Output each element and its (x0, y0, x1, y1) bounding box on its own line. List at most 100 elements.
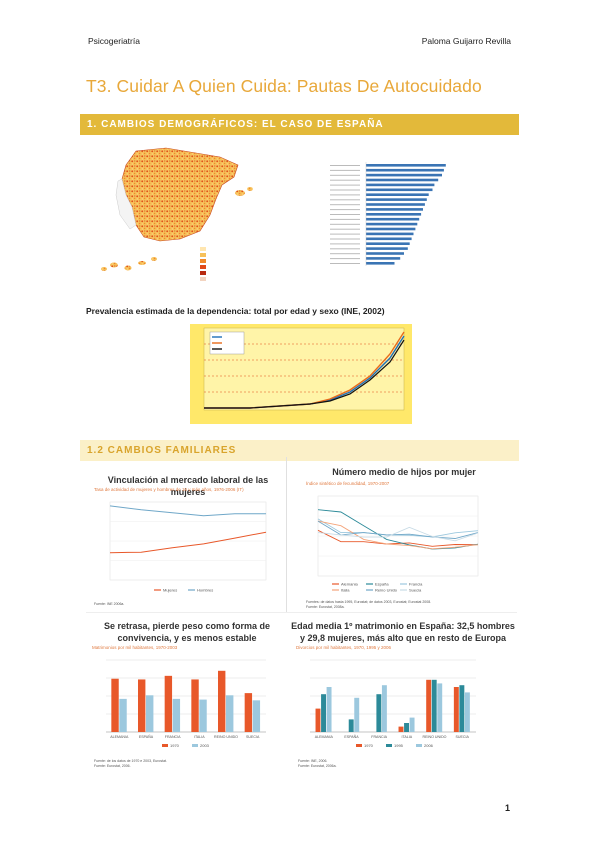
series-line (317, 509, 479, 550)
legend-swatch (386, 744, 392, 747)
chart-laboral-title: Vinculación al mercado laboral de las mu… (107, 475, 269, 497)
hbar-bar (366, 208, 423, 211)
legend-label: 2003 (200, 743, 210, 748)
legend-label: Reino Unido (375, 588, 398, 593)
legend-label: 2006 (424, 743, 434, 748)
tick-label: ESPAÑA (139, 734, 154, 739)
chart-convivencia-source-1: Fuente: de los datos de 1970 e 2003, Eur… (94, 759, 167, 763)
hbar-bar (366, 252, 404, 255)
hbar-bar (366, 183, 435, 187)
legend-label: Francia (409, 582, 423, 587)
series-line (317, 520, 479, 539)
bar (119, 698, 127, 732)
bar (111, 678, 119, 732)
hbar-label-placeholder (330, 228, 360, 230)
hbar-label-placeholder (330, 233, 360, 235)
hbar-bar (366, 193, 429, 196)
legend-label: Hombres (197, 588, 213, 593)
hbar-label-placeholder (330, 179, 360, 181)
hbar-bar (366, 257, 401, 260)
chart-laboral-source: Fuente: INE 2006a. (94, 602, 125, 606)
section-heading-familiares: 1.2 CAMBIOS FAMILIARES (80, 440, 519, 461)
hbar-label-placeholder (330, 258, 360, 260)
header-right: Paloma Guijarro Revilla (421, 36, 511, 46)
legend-swatch (356, 744, 362, 747)
hbar-bar (366, 232, 414, 236)
hbar-bar (366, 217, 420, 221)
bar (244, 693, 253, 732)
tick-label: ITALIA (401, 735, 412, 739)
hbar-label-placeholder (330, 253, 360, 255)
bar (437, 683, 443, 732)
tick-label: SUECIA (455, 735, 469, 739)
map-legend (200, 247, 206, 281)
hbar-bar (366, 242, 410, 245)
legend-label: 1995 (394, 743, 404, 748)
legend-label: España (375, 582, 389, 587)
bar (321, 694, 326, 732)
chart-matrimonio-source-2: Fuente: Eurostat, 2006a. (298, 764, 337, 768)
chart-hijos-subtitle: Índice sintético de fecundidad, 1970-200… (306, 481, 390, 486)
document-title: T3. Cuidar A Quien Cuida: Pautas De Auto… (86, 76, 482, 96)
hbar-label-placeholder (330, 238, 360, 240)
tick-label: ALEMANIA (110, 735, 129, 739)
bar (199, 699, 207, 732)
hbar-label-placeholder (330, 209, 360, 211)
hbar-label-placeholder (330, 204, 360, 206)
chart-convivencia-source-2: Fuente: Eurostat, 2006. (94, 764, 131, 768)
bar (431, 679, 437, 732)
tick-label: FRANCIA (165, 735, 181, 739)
bar (326, 687, 332, 732)
hbar-label-placeholder (330, 174, 360, 176)
tick-label: FRANCIA (371, 735, 387, 739)
hbar-label-placeholder (330, 184, 360, 186)
chart-hijos-title: Número medio de hijos por mujer (332, 467, 476, 477)
header-left: Psicogeriatría (88, 36, 140, 46)
legend-label: 1970 (364, 743, 374, 748)
chart-matrimonio-source-1: Fuente: INE, 2006. (298, 759, 328, 763)
balearic-islands (235, 187, 253, 196)
series-line (109, 531, 267, 554)
tick-label: ITALIA (194, 735, 205, 739)
hbar-label-placeholder (330, 218, 360, 220)
chart-laboral-subtitle: Tasa de actividad de mujeres y hombres d… (94, 487, 244, 492)
hbar-bar (366, 178, 439, 182)
portugal-shape (115, 178, 137, 230)
bar (453, 687, 459, 732)
chart-hijos: Alemania España Francia Italia Reino Unido Su… (317, 495, 479, 593)
hbar-label-placeholder (330, 243, 360, 245)
hbar-bar (366, 168, 444, 172)
region-ageing-bar-chart (330, 162, 446, 266)
prevalence-title: Prevalencia estimada de la dependencia: … (86, 306, 385, 316)
peninsula-shape (121, 147, 239, 242)
series-line (317, 526, 479, 542)
hbar-label-placeholder (330, 263, 360, 264)
legend-label: Italia (341, 588, 350, 593)
hbar-label-placeholder (330, 248, 360, 250)
chart-matrimonio-title: Edad media 1º matrimonio en España: 32,5… (291, 621, 515, 643)
tick-label: REINO UNIDO (214, 735, 238, 739)
legend-swatch (162, 744, 168, 747)
bar (376, 694, 382, 732)
bar (226, 695, 234, 732)
series-line (317, 518, 479, 538)
series-line (109, 505, 266, 517)
bar (354, 697, 360, 732)
series-line (317, 529, 479, 547)
hbar-label-placeholder (330, 165, 360, 166)
bar (404, 723, 409, 732)
hbar-label-placeholder (330, 214, 360, 215)
bar (252, 700, 261, 732)
bar (381, 685, 387, 732)
chart-convivencia-subtitle: Matrimonios por mil habitantes, 1970-200… (92, 645, 178, 650)
legend-label: Mujeres (163, 588, 177, 593)
hbar-bar (366, 164, 446, 167)
bar (426, 679, 432, 732)
tick-label: REINO UNIDO (423, 735, 447, 739)
hbar-bar (366, 213, 422, 216)
hbar-bar (366, 227, 416, 231)
bar (409, 717, 415, 732)
hbar-label-placeholder (330, 223, 360, 225)
prevalence-line-chart (190, 324, 412, 424)
legend-swatch (192, 744, 198, 747)
